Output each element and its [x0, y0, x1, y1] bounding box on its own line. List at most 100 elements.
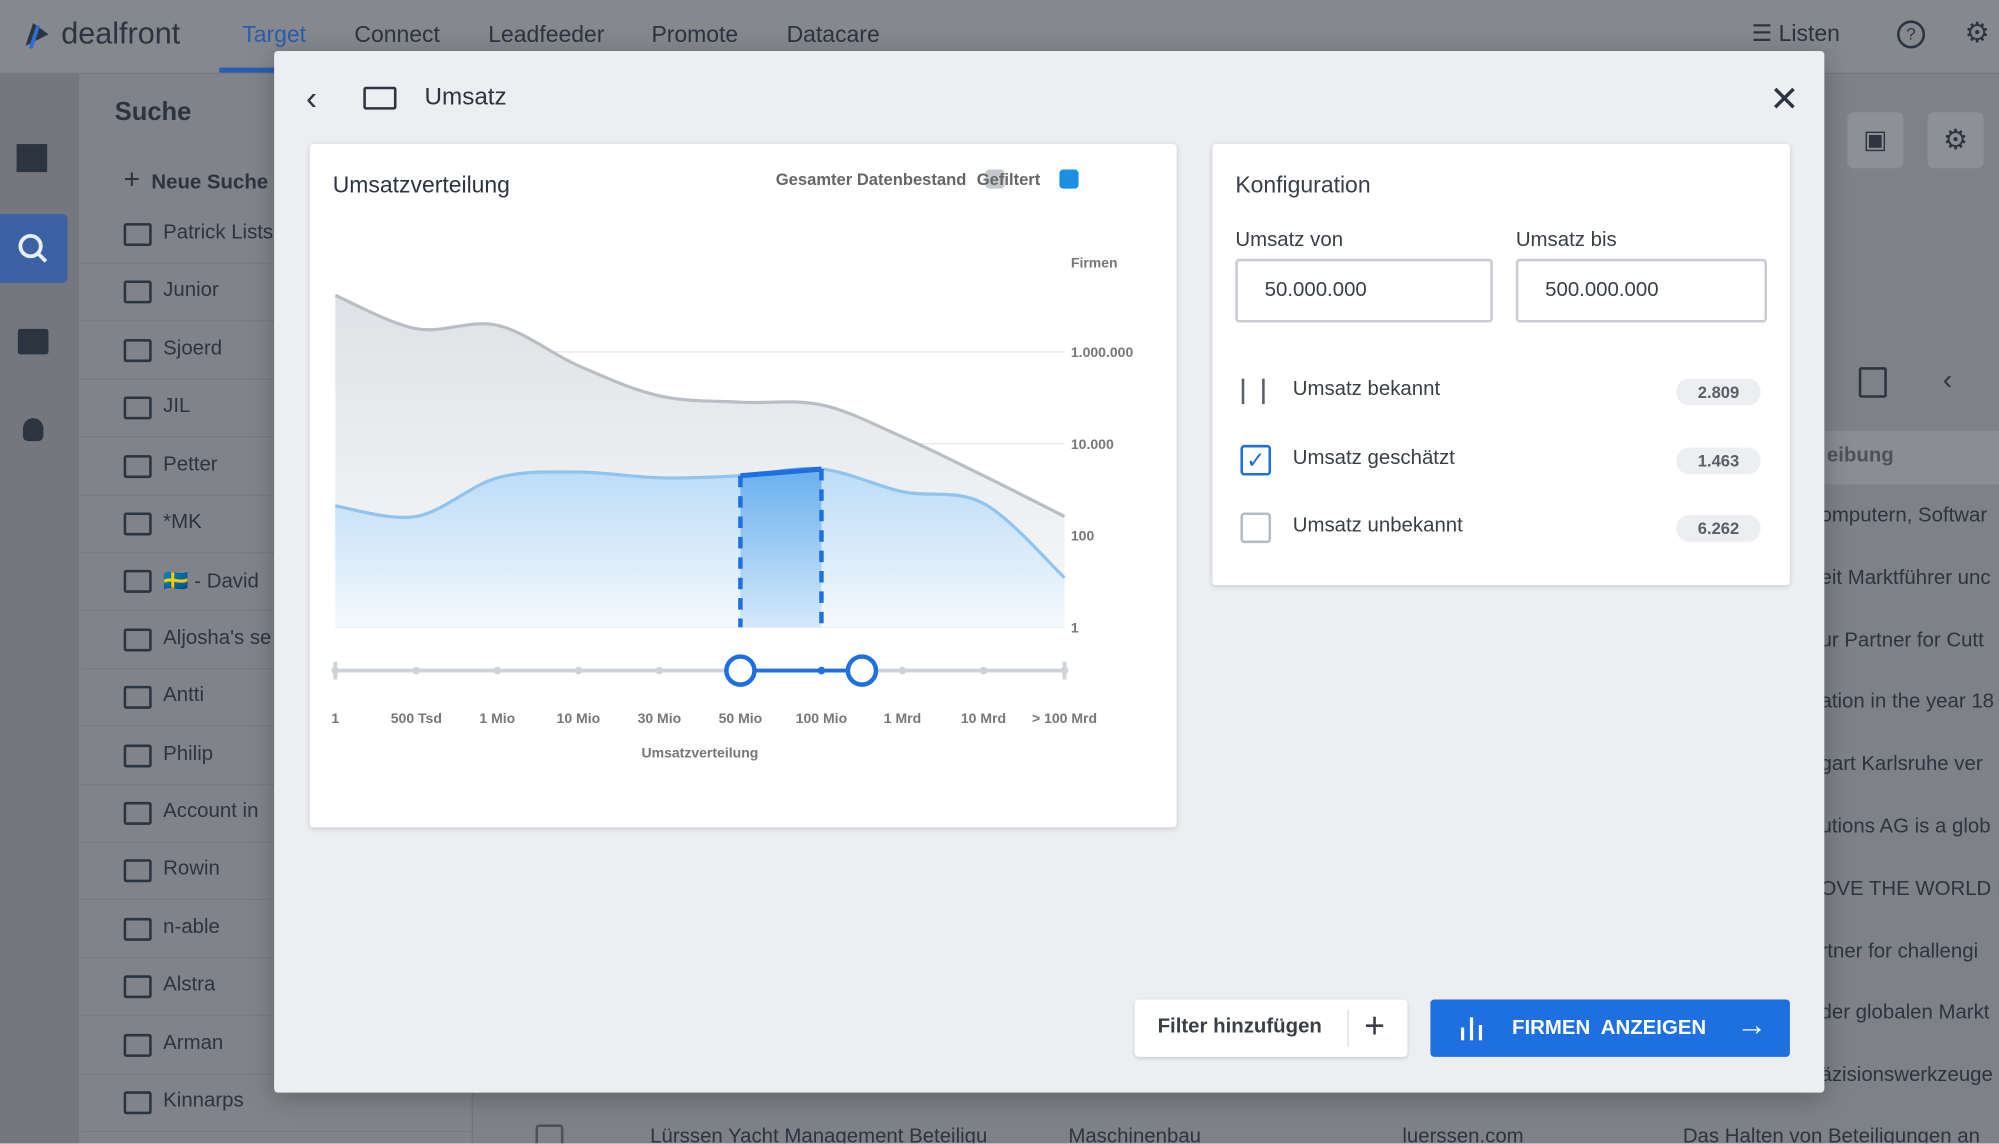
sidebar-item[interactable]: Philip [163, 742, 214, 765]
sidebar-item[interactable]: Account in [163, 800, 259, 823]
x-tick-label: 500 Tsd [391, 710, 442, 726]
show-companies-label: FIRMEN ANZEIGEN [1511, 1017, 1707, 1040]
plus-icon: + [1364, 1005, 1385, 1046]
sidebar-item[interactable]: *MK [163, 511, 202, 533]
option-label: Umsatz bekannt [1292, 378, 1441, 401]
x-tick-label: > 100 Mrd [1032, 710, 1097, 726]
new-search[interactable]: + Neue Suche [123, 163, 269, 196]
active-tab-underline [219, 67, 276, 73]
description-cell: eit Marktführer unc [1820, 567, 1991, 589]
table-header [1824, 430, 1999, 485]
nav-tab[interactable]: Target [242, 21, 307, 48]
nav-tab[interactable]: Connect [354, 21, 440, 48]
from-input[interactable]: 50.000.000 [1235, 258, 1493, 323]
back-button[interactable]: ‹ [305, 79, 318, 118]
new-search-label: Neue Suche [151, 172, 269, 194]
from-label: Umsatz von [1235, 229, 1344, 252]
slider-tick [493, 666, 502, 675]
row-checkbox[interactable] [535, 1124, 564, 1144]
description-cell: äzisionswerkzeuge [1820, 1064, 1993, 1087]
x-tick-label: 1 Mio [479, 710, 515, 726]
y-tick-label: 10.000 [1071, 436, 1114, 452]
x-tick-label: 100 Mio [796, 710, 848, 726]
nav-tab[interactable]: Datacare [786, 21, 880, 48]
folder-icon [123, 512, 152, 536]
checkbox[interactable]: ✓ [1240, 444, 1272, 476]
logo-icon [25, 22, 49, 50]
x-tick-label: 10 Mio [557, 710, 601, 726]
sidebar-divider [80, 1130, 472, 1133]
y-tick-label: 1.000.000 [1071, 344, 1134, 360]
dashboard-icon[interactable] [16, 144, 48, 173]
config-button[interactable]: ⚙ [1927, 112, 1984, 169]
search-icon[interactable] [0, 214, 68, 284]
folder-icon [123, 859, 152, 883]
sidebar-item[interactable]: Antti [163, 684, 204, 707]
sidebar-item[interactable]: n-able [163, 916, 220, 939]
slider-tick [979, 666, 988, 675]
description-cell: utions AG is a glob [1820, 815, 1991, 838]
sidebar-item[interactable]: Petter [163, 453, 218, 476]
sidebar-item[interactable]: Patrick Lists [163, 221, 274, 244]
money-icon [363, 86, 397, 110]
config-title: Konfiguration [1235, 172, 1371, 198]
sidebar-item[interactable]: Aljosha's se [163, 626, 272, 649]
slider-handle[interactable] [845, 654, 879, 687]
slider-handle[interactable] [724, 654, 757, 687]
description-cell: omputern, Softwar [1820, 504, 1988, 527]
legend-swatch [1059, 169, 1079, 189]
add-filter-button[interactable]: Filter hinzufügen + [1134, 999, 1408, 1057]
y-tick-label: 1 [1071, 619, 1079, 635]
row-cell: Das Halten von Beteiligungen an [1682, 1125, 1980, 1144]
sidebar-item[interactable]: Rowin [163, 858, 220, 881]
save-button[interactable]: ▣ [1847, 112, 1904, 169]
sidebar-item[interactable]: Sjoerd [163, 337, 223, 360]
sidebar-item[interactable]: Junior [163, 279, 219, 302]
slider-tick [898, 666, 907, 675]
sidebar-item[interactable]: Arman [163, 1032, 224, 1054]
option-count: 6.262 [1676, 515, 1761, 542]
collapse-icon[interactable]: ‹ [1942, 363, 1953, 396]
option-label: Umsatz unbekannt [1292, 515, 1463, 537]
list-icon[interactable] [17, 328, 49, 355]
slider-tick [655, 666, 664, 675]
settings-icon[interactable]: ⚙ [1964, 16, 1990, 49]
sidebar-item[interactable]: 🇸🇪 - David [163, 571, 259, 594]
selection-top [740, 466, 822, 479]
y-axis-label: Firmen [1071, 255, 1118, 271]
show-companies-button[interactable]: FIRMEN ANZEIGEN → [1430, 999, 1790, 1057]
selection-fill [740, 469, 822, 628]
area-fill [335, 468, 1065, 628]
config-card [1212, 144, 1790, 586]
columns-icon[interactable] [1858, 367, 1887, 398]
y-tick-label: 100 [1071, 528, 1095, 544]
to-label: Umsatz bis [1515, 229, 1617, 252]
sidebar-item[interactable]: Alstra [163, 974, 216, 996]
lists-button[interactable]: ☰ Listen [1751, 20, 1840, 46]
help-icon[interactable]: ? [1897, 20, 1926, 49]
lists-label: Listen [1778, 20, 1840, 46]
modal-title: Umsatz [424, 84, 507, 111]
slider-tick [817, 666, 826, 675]
idea-icon[interactable] [22, 418, 44, 442]
folder-icon [123, 280, 152, 304]
option-count: 2.809 [1676, 378, 1761, 406]
folder-icon [123, 396, 152, 420]
option-count: 1.463 [1676, 447, 1761, 475]
x-tick-label: 10 Mrd [961, 710, 1006, 726]
x-tick-label: 1 Mrd [884, 710, 921, 726]
nav-tab[interactable]: Leadfeeder [488, 21, 605, 48]
sidebar-item[interactable]: JIL [163, 395, 191, 418]
sidebar-item[interactable]: Kinnarps [163, 1090, 244, 1112]
checkbox[interactable] [1240, 512, 1272, 544]
legend-label: Gefiltert [977, 170, 1041, 189]
folder-icon [123, 801, 152, 825]
close-button[interactable]: ✕ [1769, 79, 1800, 119]
nav-tab[interactable]: Promote [651, 21, 739, 48]
x-axis-label: Umsatzverteilung [641, 744, 758, 760]
add-filter-label: Filter hinzufügen [1157, 1016, 1322, 1038]
x-tick-label: 1 [331, 710, 339, 726]
to-input[interactable]: 500.000.000 [1515, 258, 1767, 323]
